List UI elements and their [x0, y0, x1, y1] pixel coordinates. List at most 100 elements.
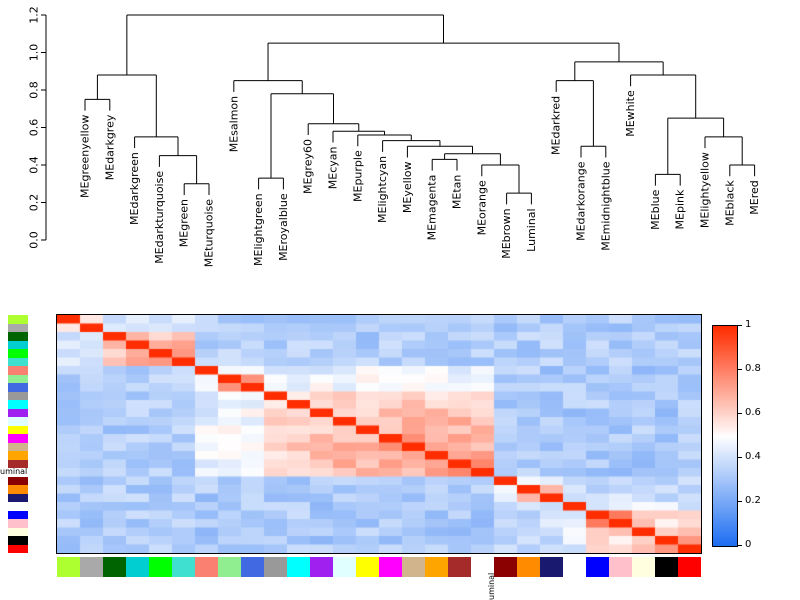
- module-color-MEgrey60: [8, 391, 28, 400]
- module-color-MEsalmon: [195, 557, 218, 577]
- module-color-MEsalmon: [8, 366, 28, 375]
- module-color-MEgrey60: [264, 557, 287, 577]
- trait-label-bottom: uminal: [487, 572, 496, 600]
- row-module-color-strip: [8, 315, 28, 553]
- module-color-MEmidnightblue: [8, 493, 28, 502]
- dendrogram-leaf-label: Luminal: [525, 208, 538, 251]
- colorbar-tick-label: 0: [745, 539, 752, 550]
- module-color-MEgreenyellow: [8, 315, 28, 324]
- module-color-MEbrown: [8, 459, 28, 468]
- module-color-MEblack: [8, 536, 28, 545]
- y-axis-tick-label: 0.4: [28, 156, 41, 174]
- module-color-MElightcyan: [333, 557, 356, 577]
- dendrogram: MEgreenyellow MEdarkgrey MEdarkgreen MEdark…: [28, 6, 762, 268]
- module-color-MEdarkorange: [8, 485, 28, 494]
- y-axis-tick-label: 1.0: [28, 44, 41, 62]
- dendrogram-leaf-label: MEgreen: [178, 199, 191, 247]
- module-color-MEtan: [402, 557, 425, 577]
- module-color-MEturquoise: [172, 557, 195, 577]
- module-color-MEmidnightblue: [540, 557, 563, 577]
- dendrogram-leaf-label: MElightcyan: [376, 156, 389, 223]
- dendrogram-leaf-label: MEblue: [649, 189, 662, 229]
- dendrogram-leaf-label: MEpink: [674, 189, 687, 229]
- dendrogram-leaf-label: MEsalmon: [227, 96, 240, 152]
- module-color-MEgreen: [149, 557, 172, 577]
- module-color-MEroyalblue: [241, 557, 264, 577]
- module-color-MElightgreen: [218, 557, 241, 577]
- module-color-MEdarkturquoise: [126, 557, 149, 577]
- dendrogram-leaf-label: MEdarkgrey: [103, 114, 116, 180]
- y-axis-tick-label: 1.2: [28, 6, 41, 24]
- dendrogram-leaf-label: MEblack: [723, 180, 736, 226]
- dendrogram-leaf-label: MEorange: [475, 180, 488, 235]
- module-color-MEdarkgrey: [8, 323, 28, 332]
- module-color-MEdarkred: [494, 557, 517, 577]
- module-color-MEpink: [609, 557, 632, 577]
- module-color-MEmagenta: [379, 557, 402, 577]
- dendrogram-leaf-label: MEtan: [451, 175, 464, 209]
- y-axis-tick-label: 0.0: [28, 231, 41, 249]
- module-color-MEdarkred: [8, 476, 28, 485]
- module-color-MEred: [8, 544, 28, 553]
- module-color-MEcyan: [287, 557, 310, 577]
- colorbar-tick-label: 0.4: [745, 451, 761, 462]
- module-color-MElightyellow: [632, 557, 655, 577]
- dendrogram-leaf-label: MEyellow: [401, 162, 414, 214]
- dendrogram-leaf-label: MEwhite: [624, 90, 637, 137]
- module-color-MEwhite: [563, 557, 586, 577]
- module-color-MEorange: [8, 451, 28, 460]
- module-color-MEdarkgreen: [103, 557, 126, 577]
- y-axis-tick-label: 0.2: [28, 194, 41, 212]
- module-color-MEyellow: [356, 557, 379, 577]
- module-color-MEroyalblue: [8, 383, 28, 392]
- module-color-MElightcyan: [8, 417, 28, 426]
- dendrogram-leaf-label: MElightyellow: [699, 152, 712, 228]
- y-axis-tick-label: 0.6: [28, 119, 41, 137]
- dendrogram-leaf-label: MEgrey60: [302, 139, 315, 194]
- dendrogram-leaf-label: MEred: [748, 180, 761, 214]
- dendrogram-leaf-label: MEturquoise: [203, 199, 216, 268]
- module-color-MEdarkturquoise: [8, 340, 28, 349]
- column-module-color-strip: [57, 557, 701, 577]
- dendrogram-leaf-label: MEcyan: [327, 146, 340, 189]
- module-color-MEwhite: [8, 502, 28, 511]
- module-color-MElightyellow: [8, 527, 28, 536]
- colorbar-tick: [738, 501, 742, 502]
- module-color-MEtan: [8, 442, 28, 451]
- module-color-MEblack: [655, 557, 678, 577]
- colorbar-tick-label: 1: [745, 319, 752, 330]
- dendrogram-leaf-label: MEroyalblue: [277, 193, 290, 261]
- dendrogram-leaf-label: MEgreenyellow: [79, 115, 92, 198]
- dendrogram-leaf-label: MEdarkgreen: [128, 152, 141, 225]
- dendrogram-leaf-label: MElightgreen: [252, 193, 265, 266]
- module-color-MEgreen: [8, 349, 28, 358]
- colorbar-tick-label: 0.6: [745, 407, 761, 418]
- dendrogram-leaf-label: MEmagenta: [426, 175, 439, 241]
- y-axis-tick-label: 0.8: [28, 81, 41, 99]
- dendrogram-leaf-label: MEpurple: [351, 150, 364, 202]
- module-color-MEblue: [586, 557, 609, 577]
- dendrogram-leaf-label: MEdarkred: [550, 96, 563, 155]
- module-color-MEdarkgrey: [80, 557, 103, 577]
- module-color-MEpurple: [310, 557, 333, 577]
- module-color-MEpurple: [8, 408, 28, 417]
- module-color-MEbrown: [448, 557, 471, 577]
- module-color-Luminal: [8, 468, 28, 477]
- module-color-MEred: [678, 557, 701, 577]
- adjacency-heatmap: [56, 314, 702, 554]
- module-color-MEgreenyellow: [57, 557, 80, 577]
- dendrogram-leaf-label: MEmidnightblue: [599, 161, 612, 251]
- module-color-MEyellow: [8, 425, 28, 434]
- colorbar-tick: [738, 545, 742, 546]
- module-color-MEblue: [8, 510, 28, 519]
- colorbar-tick-label: 0.2: [745, 495, 761, 506]
- trait-label-left: uminal: [0, 467, 28, 476]
- colorbar-tick: [738, 325, 742, 326]
- module-color-MElightgreen: [8, 374, 28, 383]
- module-color-MEdarkorange: [517, 557, 540, 577]
- module-color-MEcyan: [8, 400, 28, 409]
- dendrogram-leaf-label: MEdarkturquoise: [153, 171, 166, 264]
- module-color-MEpink: [8, 519, 28, 528]
- colorbar-tick-label: 0.8: [745, 363, 761, 374]
